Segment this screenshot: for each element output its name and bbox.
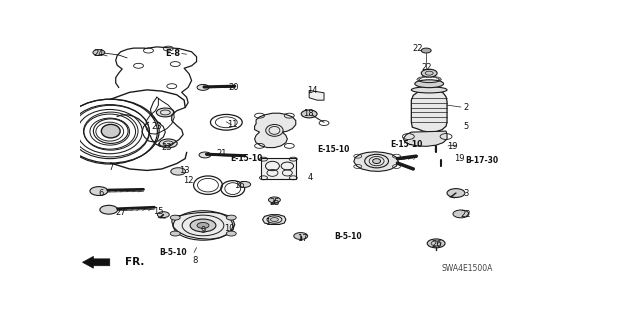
- Circle shape: [438, 79, 442, 80]
- Text: 19: 19: [454, 154, 465, 163]
- Polygon shape: [412, 89, 447, 132]
- Ellipse shape: [412, 87, 447, 93]
- Text: 25: 25: [269, 198, 280, 207]
- Text: 26: 26: [432, 240, 442, 249]
- Circle shape: [197, 223, 209, 228]
- Polygon shape: [261, 158, 296, 179]
- Text: 24: 24: [93, 48, 104, 57]
- Polygon shape: [172, 212, 235, 239]
- Polygon shape: [262, 215, 286, 225]
- Text: 11: 11: [227, 120, 238, 129]
- Text: 12: 12: [183, 176, 193, 185]
- Polygon shape: [309, 90, 324, 100]
- Text: 6: 6: [98, 189, 104, 197]
- Text: 13: 13: [179, 166, 189, 175]
- Circle shape: [227, 231, 236, 236]
- Circle shape: [157, 212, 169, 218]
- Text: E-15-10: E-15-10: [390, 140, 422, 149]
- Circle shape: [271, 218, 278, 221]
- Text: 27: 27: [115, 208, 126, 217]
- Text: B-17-30: B-17-30: [465, 156, 499, 165]
- Text: 23: 23: [161, 143, 172, 152]
- Circle shape: [190, 219, 216, 232]
- Polygon shape: [255, 113, 296, 148]
- Circle shape: [301, 110, 317, 118]
- Circle shape: [197, 85, 209, 90]
- Text: 23: 23: [152, 122, 162, 131]
- Text: E-15-10: E-15-10: [317, 145, 349, 154]
- Text: 7: 7: [108, 163, 113, 172]
- Circle shape: [421, 69, 437, 77]
- Circle shape: [438, 78, 441, 79]
- Circle shape: [269, 197, 280, 203]
- Ellipse shape: [372, 159, 381, 164]
- Circle shape: [453, 210, 469, 218]
- FancyArrow shape: [83, 256, 110, 268]
- Text: 22: 22: [412, 44, 422, 53]
- Polygon shape: [403, 131, 447, 146]
- Text: 8: 8: [193, 256, 198, 265]
- Text: 5: 5: [463, 122, 468, 131]
- Text: 2: 2: [463, 102, 468, 112]
- Ellipse shape: [101, 124, 120, 138]
- Circle shape: [170, 231, 180, 236]
- Text: 15: 15: [153, 207, 164, 216]
- Text: 22: 22: [461, 210, 471, 219]
- Circle shape: [421, 48, 431, 53]
- Circle shape: [294, 233, 308, 240]
- Circle shape: [417, 79, 420, 80]
- Text: 4: 4: [308, 173, 313, 182]
- Circle shape: [171, 168, 186, 175]
- Text: 16: 16: [234, 181, 245, 190]
- Circle shape: [156, 108, 174, 117]
- Text: 10: 10: [225, 224, 235, 233]
- Text: 22: 22: [421, 63, 431, 72]
- Text: 21: 21: [216, 149, 227, 158]
- Circle shape: [436, 77, 439, 78]
- Ellipse shape: [415, 80, 444, 88]
- Circle shape: [426, 76, 429, 78]
- Text: SWA4E1500A: SWA4E1500A: [441, 264, 493, 273]
- Text: 1: 1: [265, 219, 270, 227]
- Text: E-8: E-8: [166, 48, 180, 57]
- Text: 9: 9: [200, 226, 205, 235]
- Polygon shape: [354, 152, 399, 171]
- Circle shape: [159, 139, 177, 148]
- Text: 14: 14: [307, 86, 317, 95]
- Circle shape: [447, 189, 465, 197]
- Circle shape: [417, 78, 420, 79]
- Circle shape: [239, 182, 251, 187]
- Circle shape: [93, 49, 105, 56]
- Text: 3: 3: [463, 189, 468, 198]
- Circle shape: [227, 215, 236, 220]
- Text: E-15-10: E-15-10: [230, 154, 262, 163]
- Circle shape: [90, 187, 108, 196]
- Circle shape: [422, 76, 425, 78]
- Circle shape: [170, 215, 180, 220]
- Text: FR.: FR.: [125, 257, 144, 267]
- Circle shape: [419, 77, 422, 78]
- Circle shape: [199, 152, 211, 158]
- Text: B-5-10: B-5-10: [334, 232, 362, 241]
- Text: B-5-10: B-5-10: [159, 248, 187, 257]
- Text: 18: 18: [303, 109, 314, 118]
- Circle shape: [433, 76, 436, 78]
- Text: 19: 19: [447, 142, 457, 151]
- Circle shape: [428, 239, 445, 248]
- Text: 20: 20: [228, 83, 239, 92]
- Text: 17: 17: [297, 234, 308, 243]
- Circle shape: [429, 76, 433, 78]
- Circle shape: [100, 205, 118, 214]
